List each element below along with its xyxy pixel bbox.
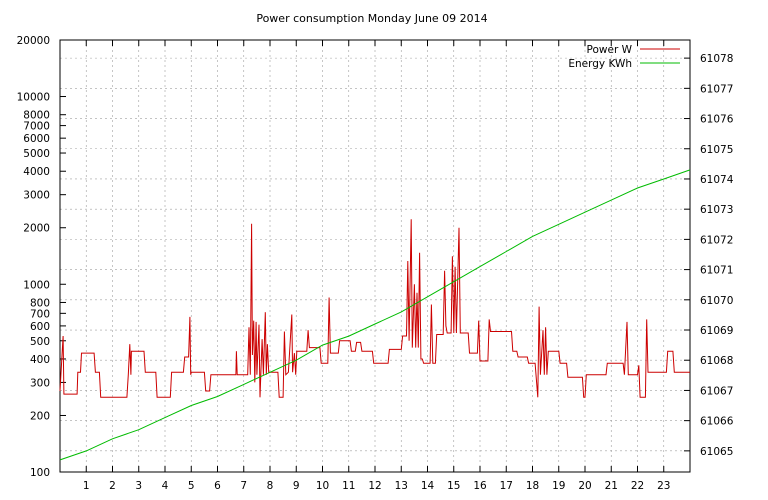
x-tick-label: 22 xyxy=(631,480,644,492)
x-tick-label: 6 xyxy=(214,480,221,492)
legend-label-power: Power W xyxy=(587,44,633,56)
x-tick-label: 9 xyxy=(293,480,300,492)
y-right-tick-label: 61074 xyxy=(700,174,734,186)
x-tick-label: 5 xyxy=(188,480,195,492)
series-line-power xyxy=(59,219,690,398)
y-left-tick-label: 6000 xyxy=(23,133,50,145)
x-tick-label: 19 xyxy=(552,480,565,492)
x-tick-label: 16 xyxy=(473,480,487,492)
y-right-tick-label: 61076 xyxy=(700,114,734,126)
x-tick-label: 14 xyxy=(421,480,435,492)
x-tick-label: 20 xyxy=(578,480,591,492)
y-left-tick-label: 400 xyxy=(30,354,50,366)
y-left-tick-label: 1000 xyxy=(23,279,50,291)
y-left-tick-label: 700 xyxy=(30,308,50,320)
y-right-tick-label: 61071 xyxy=(700,265,733,277)
x-tick-label: 15 xyxy=(447,480,460,492)
y-left-tick-label: 200 xyxy=(30,410,50,422)
y-left-tick-label: 2000 xyxy=(23,223,50,235)
x-tick-label: 17 xyxy=(500,480,513,492)
x-tick-label: 7 xyxy=(240,480,247,492)
x-tick-label: 13 xyxy=(395,480,408,492)
y-left-tick-label: 500 xyxy=(30,336,50,348)
y-left-tick-label: 20000 xyxy=(17,35,50,47)
y-right-tick-label: 61072 xyxy=(700,234,733,246)
grid xyxy=(60,40,690,472)
x-tick-label: 2 xyxy=(109,480,116,492)
y-right-tick-label: 61066 xyxy=(700,416,734,428)
x-axis: 1 2 3 4 5 6 7 8 9 10 11 12 13 14 15 16 17 18 19 20 21 22 23 xyxy=(83,40,670,492)
y-left-tick-label: 4000 xyxy=(23,166,50,178)
x-tick-label: 4 xyxy=(162,480,169,492)
y-right-tick-label: 61077 xyxy=(700,83,733,95)
y-left-tick-label: 7000 xyxy=(23,121,50,133)
y-left-tick-label: 600 xyxy=(30,321,50,333)
y-right-tick-label: 61069 xyxy=(700,325,733,337)
y-left-tick-label: 300 xyxy=(30,377,50,389)
x-tick-label: 18 xyxy=(526,480,539,492)
y-left-tick-label: 3000 xyxy=(23,190,50,202)
x-tick-label: 11 xyxy=(342,480,355,492)
series-layer xyxy=(59,169,691,461)
y-right-tick-label: 61068 xyxy=(700,355,733,367)
y-left-tick-label: 10000 xyxy=(17,92,50,104)
y-left-tick-label: 8000 xyxy=(23,110,50,122)
y-right-tick-label: 61073 xyxy=(700,204,733,216)
chart-title: Power consumption Monday June 09 2014 xyxy=(256,12,487,25)
x-tick-label: 23 xyxy=(657,480,670,492)
y-right-tick-label: 61070 xyxy=(700,295,733,307)
x-tick-label: 1 xyxy=(83,480,90,492)
y-left-tick-label: 100 xyxy=(30,467,50,479)
x-tick-label: 8 xyxy=(267,480,274,492)
y-right-tick-label: 61067 xyxy=(700,385,733,397)
x-tick-label: 21 xyxy=(605,480,618,492)
y-right-tick-label: 61075 xyxy=(700,144,733,156)
y-right-tick-label: 61078 xyxy=(700,53,733,65)
right-axis: 61065 61066 61067 61068 61069 61070 61071 61072… xyxy=(684,53,734,458)
x-tick-label: 12 xyxy=(368,480,381,492)
x-tick-label: 10 xyxy=(316,480,329,492)
y-right-tick-label: 61065 xyxy=(700,446,733,458)
legend-label-energy: Energy KWh xyxy=(568,58,632,70)
y-left-tick-label: 5000 xyxy=(23,148,50,160)
x-tick-label: 3 xyxy=(135,480,142,492)
legend: Power W Energy KWh xyxy=(568,44,680,70)
y-left-tick-label: 800 xyxy=(30,297,50,309)
series-line-energy xyxy=(59,169,691,461)
